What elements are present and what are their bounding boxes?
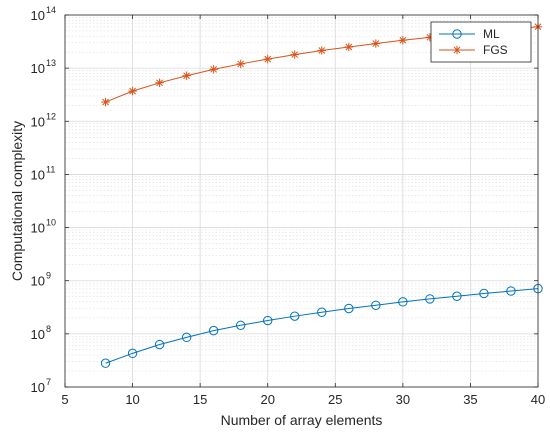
y-tick-label: 10 [31,380,45,395]
y-tick-label: 10 [31,8,45,23]
data-point-fgs [101,97,110,107]
legend-marker-fgs [452,45,462,55]
y-tick-label: 10 [31,327,45,342]
x-tick-labels: 5 10 15 20 25 30 35 40 [61,392,545,407]
data-point-ml [181,332,192,343]
legend-label-fgs: FGS [483,43,508,57]
marker-stroke [399,36,407,44]
y-tick-exponent: 9 [46,271,51,281]
data-point-ml [452,291,462,301]
data-point-fgs [236,59,245,69]
data-point-fgs [155,78,164,87]
data-point-ml [317,307,327,317]
marker-stroke [156,79,163,87]
y-tick-exponent: 12 [46,111,56,121]
x-tick-label: 30 [396,392,410,407]
y-tick-label: 10 [31,167,45,182]
data-point-fgs [209,65,218,74]
y-tick-exponent: 13 [46,58,56,68]
y-tick-exponent: 11 [46,164,55,174]
series-ml [100,283,543,368]
data-point-ml [208,325,219,336]
data-point-fgs [344,42,353,52]
data-point-ml [100,358,111,368]
data-point-fgs [128,86,137,96]
marker-stroke [210,65,218,73]
x-tick-label: 35 [463,392,477,407]
x-tick-label: 20 [260,392,274,407]
axis-ticks [64,14,539,388]
data-point-fgs [317,46,326,55]
y-tick-label: 10 [31,274,45,289]
x-tick-label: 10 [125,392,139,407]
data-point-ml [425,294,435,304]
marker-stroke [183,72,190,80]
marker-stroke [264,55,272,63]
x-tick-label: 40 [531,392,545,407]
data-point-ml [479,288,489,299]
data-point-ml [235,320,246,330]
y-tick-exponent: 7 [46,377,51,387]
legend-box [430,21,532,63]
data-point-fgs [182,71,191,80]
legend: ML FGS [430,21,532,63]
data-point-fgs [263,54,272,64]
y-tick-exponent: 14 [46,5,56,15]
marker-stroke [453,46,461,54]
y-tick-exponent: 10 [46,218,56,228]
marker-stroke [345,43,353,51]
legend-label-ml: ML [483,27,500,41]
data-point-ml [506,286,516,296]
data-point-ml [344,303,354,314]
series-line-ml [105,288,539,364]
data-point-fgs [290,50,299,59]
x-tick-label: 25 [328,392,342,407]
data-point-fgs [371,39,381,48]
y-tick-label: 10 [31,61,45,76]
data-point-ml [290,311,300,321]
x-axis-label: Number of array elements [221,412,383,428]
x-tick-label: 15 [193,392,207,407]
legend-marker-ml [452,29,462,39]
marker-stroke [102,98,109,106]
y-tick-exponent: 8 [46,324,51,334]
marker-stroke [318,47,326,54]
data-point-ml [154,339,165,350]
y-axis-label: Computational complexity [9,121,25,281]
y-tick-label: 10 [31,114,45,129]
data-point-ml [263,315,273,326]
plot-area [65,15,538,387]
marker-stroke [129,87,136,95]
marker-stroke [291,51,299,58]
data-point-ml [371,300,381,310]
marker-stroke [237,60,245,68]
plot-frame [64,14,539,388]
marker-stroke [372,40,380,47]
data-point-ml [398,297,408,307]
data-point-ml [127,348,138,359]
x-tick-label: 5 [61,392,68,407]
data-point-fgs [398,36,408,45]
y-tick-label: 10 [31,221,45,236]
